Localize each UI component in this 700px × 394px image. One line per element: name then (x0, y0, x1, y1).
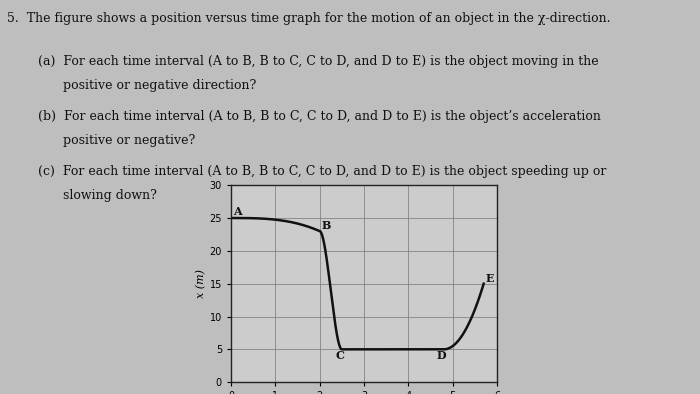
Text: (c)  For each time interval (A to B, B to C, C to D, and D to E) is the object s: (c) For each time interval (A to B, B to… (38, 165, 607, 178)
Y-axis label: x (m): x (m) (197, 269, 206, 298)
Text: 5.  The figure shows a position versus time graph for the motion of an object in: 5. The figure shows a position versus ti… (7, 12, 610, 25)
Text: A: A (233, 206, 242, 217)
Text: C: C (335, 350, 344, 361)
Text: D: D (437, 350, 447, 361)
Text: E: E (486, 273, 494, 284)
Text: (a)  For each time interval (A to B, B to C, C to D, and D to E) is the object m: (a) For each time interval (A to B, B to… (38, 55, 599, 68)
Text: B: B (322, 220, 331, 231)
Text: positive or negative?: positive or negative? (63, 134, 195, 147)
Text: (b)  For each time interval (A to B, B to C, C to D, and D to E) is the object’s: (b) For each time interval (A to B, B to… (38, 110, 601, 123)
Text: positive or negative direction?: positive or negative direction? (63, 79, 256, 92)
Text: slowing down?: slowing down? (63, 189, 157, 202)
